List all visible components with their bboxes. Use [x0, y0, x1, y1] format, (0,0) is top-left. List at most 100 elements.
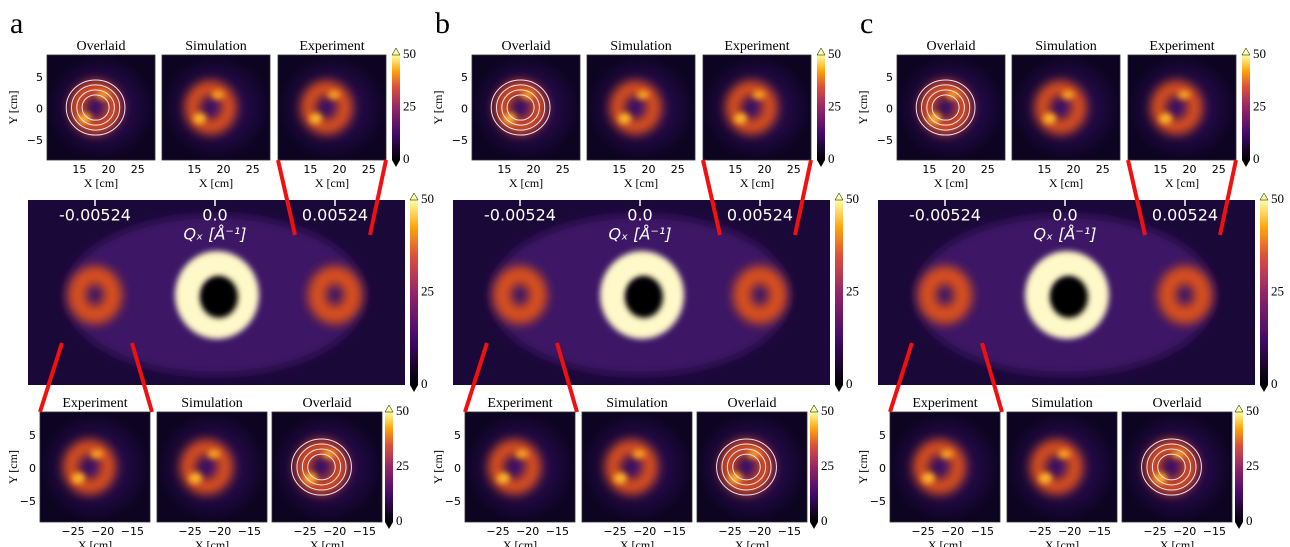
x-tick-label: −20: [1058, 525, 1081, 538]
colorbar-tick-label: 50: [828, 46, 841, 61]
x-tick-label: 0.0: [1052, 206, 1077, 225]
y-tick-label: 5: [461, 71, 468, 84]
heatmap-bg: [890, 412, 1000, 522]
heatmap: [47, 55, 155, 160]
colorbar-cap: [835, 193, 843, 200]
heatmap-bg: [162, 55, 270, 160]
y-axis-label: Y [cm]: [431, 450, 445, 484]
x-tick-label: −25: [486, 525, 509, 538]
x-tick-label: 25: [362, 163, 376, 176]
y-tick-label: 5: [879, 429, 886, 442]
subplot-title: Overlaid: [1153, 396, 1202, 411]
subplot-title: Experiment: [724, 39, 789, 54]
y-tick-label: 5: [29, 429, 36, 442]
colorbar-tick-label: 50: [846, 191, 859, 206]
heatmap-bg: [272, 412, 382, 522]
colorbar-tick-label: 25: [421, 283, 434, 298]
subplot-title: Experiment: [299, 39, 364, 54]
colorbar-tick-label: 50: [403, 46, 416, 61]
colorbar-tick-label: 25: [403, 98, 416, 113]
colorbar: [1242, 55, 1250, 160]
x-tick-label: −15: [353, 525, 376, 538]
x-tick-label: 25: [1096, 163, 1110, 176]
x-axis-label: X [cm]: [1049, 176, 1083, 190]
x-axis-label: X [cm]: [195, 538, 229, 547]
x-tick-label: 15: [303, 163, 317, 176]
x-tick-label: −15: [121, 525, 144, 538]
subplot-title: Simulation: [1031, 396, 1092, 411]
intensity-hole: [625, 276, 663, 318]
x-axis-label: X [cm]: [624, 176, 658, 190]
heatmap: [465, 412, 575, 522]
x-tick-label: 0.00524: [302, 206, 368, 225]
x-axis-label: Qₓ [Å⁻¹]: [183, 225, 246, 244]
x-tick-label: 20: [758, 163, 772, 176]
colorbar-cap: [1260, 385, 1268, 392]
colorbar: [385, 412, 393, 522]
panel-label: c: [860, 7, 873, 40]
colorbar-cap: [1242, 48, 1250, 55]
colorbar-cap: [1260, 193, 1268, 200]
colorbar-tick-label: 25: [1246, 458, 1259, 473]
heatmap-bg: [582, 412, 692, 522]
heatmap-bg: [40, 412, 150, 522]
y-tick-label: −5: [452, 134, 468, 147]
colorbar-cap: [385, 522, 393, 529]
x-tick-label: 0.00524: [727, 206, 793, 225]
subplot-title: Overlaid: [502, 39, 551, 54]
x-tick-label: −15: [238, 525, 261, 538]
intensity-peak: [72, 473, 85, 484]
x-tick-label: 25: [787, 163, 801, 176]
y-axis-label: Y [cm]: [6, 91, 20, 125]
subplot-title: Overlaid: [927, 39, 976, 54]
x-tick-label: −25: [911, 525, 934, 538]
intensity-hole: [200, 276, 238, 318]
colorbar-tick-label: 25: [1253, 98, 1266, 113]
x-tick-label: 20: [1183, 163, 1197, 176]
colorbar: [1260, 200, 1268, 385]
x-axis-label: X [cm]: [620, 538, 654, 547]
x-tick-label: −15: [663, 525, 686, 538]
x-axis-label: X [cm]: [934, 176, 968, 190]
intensity-peak: [327, 90, 340, 99]
x-tick-label: −20: [1173, 525, 1196, 538]
x-tick-label: -0.00524: [909, 206, 981, 225]
heatmap: [1122, 412, 1232, 522]
intensity-peak: [922, 473, 935, 484]
intensity-peak: [1043, 113, 1056, 124]
heatmap-bg: [1128, 55, 1236, 160]
intensity-peak: [189, 473, 202, 484]
intensity-peak: [632, 450, 645, 459]
colorbar-tick-label: 25: [821, 458, 834, 473]
heatmap-bg: [897, 55, 1005, 160]
colorbar-tick-label: 0: [846, 376, 853, 391]
y-tick-label: 0: [454, 462, 461, 475]
y-axis-label: Y [cm]: [431, 91, 445, 125]
y-axis-label: Y [cm]: [856, 450, 870, 484]
x-axis-label: X [cm]: [199, 176, 233, 190]
y-tick-label: −5: [27, 134, 43, 147]
subplot-title: Simulation: [1035, 39, 1096, 54]
colorbar-tick-label: 50: [396, 403, 409, 418]
x-tick-label: −20: [516, 525, 539, 538]
x-tick-label: −20: [323, 525, 346, 538]
heatmap: [582, 412, 692, 522]
heatmap-bg: [472, 55, 580, 160]
colorbar: [392, 55, 400, 160]
subplot-title: Experiment: [1149, 39, 1214, 54]
heatmap: [703, 55, 811, 160]
x-tick-label: −15: [1203, 525, 1226, 538]
x-tick-label: −25: [293, 525, 316, 538]
colorbar: [810, 412, 818, 522]
intensity-peak: [211, 90, 224, 99]
x-tick-label: −15: [546, 525, 569, 538]
heatmap: [472, 55, 580, 160]
x-tick-label: −20: [633, 525, 656, 538]
y-tick-label: 0: [886, 103, 893, 116]
x-tick-label: −25: [603, 525, 626, 538]
colorbar: [835, 200, 843, 385]
heatmap: [272, 412, 382, 522]
x-tick-label: 20: [527, 163, 541, 176]
y-axis-label: Y [cm]: [6, 450, 20, 484]
colorbar-cap: [810, 405, 818, 412]
